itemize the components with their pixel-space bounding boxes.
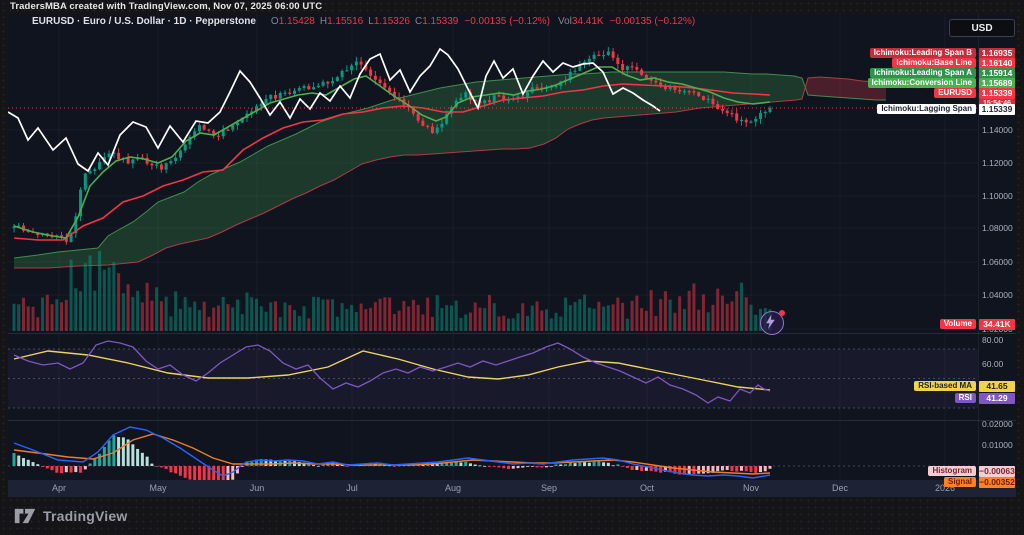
volume-change: −0.00135 (−0.12%) xyxy=(609,16,696,27)
time-axis-label: Dec xyxy=(831,483,849,493)
tradingview-logo-text: TradingView xyxy=(43,508,128,524)
time-axis-label: Jun xyxy=(249,483,265,493)
price-tick-label: 1.04000 xyxy=(982,290,1013,300)
attribution-text: TradersMBA created with TradingView.com,… xyxy=(10,1,323,12)
low-key: L xyxy=(368,16,374,27)
rsi-tick-label: 60.00 xyxy=(982,359,1004,369)
open-key: O xyxy=(270,16,279,27)
price-scale[interactable]: 1.14000 1.12000 1.10000 1.08000 1.06000 1.040… xyxy=(978,14,1017,480)
high-value: 1.15516 xyxy=(327,16,364,27)
value-ichimoku-conversion-line: 1.15689 xyxy=(979,78,1015,89)
value-rsi-based-ma: 41.65 xyxy=(979,381,1015,392)
tradingview-logo-icon xyxy=(14,508,36,524)
label-ichimoku-lagging-span: Ichimoku:Lagging Span xyxy=(877,104,976,114)
label-signal: Signal xyxy=(943,477,976,487)
lightning-icon xyxy=(766,314,775,330)
time-axis-label: 2026 xyxy=(934,483,956,493)
horizontal-gridlines xyxy=(8,129,978,330)
time-axis-label: Apr xyxy=(51,483,67,493)
price-tick-label: 1.14000 xyxy=(982,125,1013,135)
vertical-gridlines xyxy=(58,333,946,420)
ichimoku-cloud-bullish xyxy=(14,72,805,268)
volume-key: Vol xyxy=(557,16,572,27)
high-key: H xyxy=(319,16,328,27)
macd-histogram xyxy=(12,435,772,480)
label-eurusd: EURUSD xyxy=(934,88,976,98)
label-volume: Volume xyxy=(939,319,976,329)
conversion-line xyxy=(13,66,771,239)
rsi-pane-canvas[interactable] xyxy=(8,333,978,420)
lagging-span-line xyxy=(8,47,661,173)
time-axis-label: Sep xyxy=(540,483,558,493)
pane-separator[interactable] xyxy=(8,420,1016,421)
currency-toggle-button[interactable]: USD xyxy=(949,19,1015,37)
rsi-line xyxy=(13,340,771,404)
label-ichimoku-base-line: Ichimoku:Base Line xyxy=(892,58,976,68)
macd-line xyxy=(13,426,771,479)
label-rsi: RSI xyxy=(954,393,976,403)
value-eurusd: 1.15339 xyxy=(979,88,1015,99)
change-value: −0.00135 (−0.12%) xyxy=(464,16,550,27)
time-axis-label: Jul xyxy=(346,483,358,493)
time-axis-label: May xyxy=(149,483,167,493)
notification-dot xyxy=(779,310,785,316)
price-pane-canvas[interactable] xyxy=(8,14,978,333)
macd-tick-label: 0.01000 xyxy=(982,440,1013,450)
ichimoku-cloud-bearish xyxy=(805,77,886,100)
value-volume: 34.41K xyxy=(979,319,1015,330)
time-axis-label: Oct xyxy=(639,483,655,493)
price-tick-label: 1.10000 xyxy=(982,191,1013,201)
value-signal: −0.00352 xyxy=(979,477,1015,488)
price-tick-label: 1.06000 xyxy=(982,257,1013,267)
chart-panel[interactable]: EURUSD · Euro / U.S. Dollar · 1D · Peppe… xyxy=(8,14,1016,497)
macd-pane-canvas[interactable] xyxy=(8,420,978,480)
countdown-label: 15:54:46 xyxy=(979,99,1015,108)
low-value: 1.15326 xyxy=(373,16,410,27)
time-axis-label: Nov xyxy=(742,483,760,493)
label-histogram: Histogram xyxy=(928,466,976,476)
value-ichimoku-leading-span-b: 1.16935 xyxy=(979,48,1015,59)
value-histogram: −0.00063 xyxy=(979,466,1015,477)
price-tick-label: 1.08000 xyxy=(982,223,1013,233)
rsi-ma-line xyxy=(13,350,771,391)
leading-span-a-line xyxy=(13,71,886,259)
symbol-info-bar: EURUSD · Euro / U.S. Dollar · 1D · Peppe… xyxy=(32,16,695,29)
value-ichimoku-base-line: 1.16140 xyxy=(979,58,1015,69)
symbol-title[interactable]: EURUSD · Euro / U.S. Dollar · 1D · Peppe… xyxy=(32,16,256,27)
open-value: 1.15428 xyxy=(278,16,315,27)
vertical-gridlines xyxy=(58,420,946,480)
close-value: 1.15339 xyxy=(422,16,459,27)
macd-tick-label: 0.02000 xyxy=(982,419,1013,429)
quick-action-bubble[interactable] xyxy=(760,310,785,335)
pane-separator[interactable] xyxy=(8,333,1016,334)
candles-layer xyxy=(12,46,772,245)
time-axis[interactable]: Apr May Jun Jul Aug Sep Oct Nov Dec 2026 xyxy=(8,480,1016,497)
label-ichimoku-leading-span-b: Ichimoku:Leading Span B xyxy=(869,48,976,58)
close-key: C xyxy=(414,16,423,27)
vertical-gridlines xyxy=(58,14,946,333)
value-ichimoku-lagging-span: 1.15339 xyxy=(979,104,1015,115)
label-rsi-based-ma: RSI-based MA xyxy=(914,381,976,391)
label-ichimoku-conversion-line: Ichimoku:Conversion Line xyxy=(867,78,976,88)
rsi-tick-label: 80.00 xyxy=(982,335,1004,345)
value-ichimoku-leading-span-a: 1.15914 xyxy=(979,68,1015,79)
time-axis-label: Aug xyxy=(444,483,462,493)
volume-value: 34.41K xyxy=(571,16,604,27)
tradingview-logo[interactable]: TradingView xyxy=(14,506,127,526)
label-ichimoku-leading-span-a: Ichimoku:Leading Span A xyxy=(870,68,976,78)
value-rsi: 41.29 xyxy=(979,393,1015,404)
base-line xyxy=(13,83,771,241)
price-tick-label: 1.12000 xyxy=(982,158,1013,168)
